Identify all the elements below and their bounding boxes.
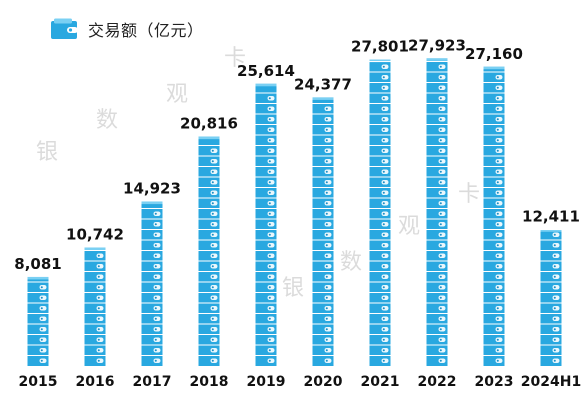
x-tick-label: 2017 [133,374,172,390]
value-label: 24,377 [294,75,352,93]
bar [198,136,220,366]
x-tick-label: 2015 [19,374,58,390]
value-label: 20,816 [180,115,238,133]
bar [255,83,277,366]
bar [141,201,163,366]
value-label: 27,801 [351,38,409,56]
watermark-char: 卡 [458,182,481,207]
bar [426,58,448,367]
x-tick-label: 2021 [361,374,400,390]
watermark-char: 数 [340,250,363,275]
x-tick-label: 2016 [76,374,115,390]
legend-label: 交易额（亿元） [88,21,204,40]
value-label: 8,081 [14,255,61,273]
x-tick-label: 2023 [475,374,514,390]
value-label: 14,923 [123,180,181,198]
x-tick-label: 2019 [247,374,286,390]
value-label: 25,614 [237,62,295,80]
x-tick-label: 2022 [418,374,457,390]
watermark-char: 数 [96,108,119,133]
bar [483,66,505,366]
bar [312,97,334,367]
watermark-char: 银 [282,276,305,301]
bar [84,247,106,366]
bar [27,276,49,366]
bar [540,229,562,366]
bar [369,59,391,366]
watermark-char: 银 [36,140,59,165]
value-label: 12,411 [522,207,580,225]
watermark-char: 观 [166,82,189,107]
x-tick-label: 2018 [190,374,229,390]
value-label: 10,742 [66,226,124,244]
value-label: 27,923 [408,36,466,54]
wallet-icon [50,18,80,40]
x-tick-label: 2020 [304,374,343,390]
watermark-char: 观 [398,214,421,239]
legend: 交易额（亿元） [50,17,204,41]
watermark-char: 卡 [224,46,247,71]
value-label: 27,160 [465,45,523,63]
x-tick-label: 2024H1 [521,374,581,390]
